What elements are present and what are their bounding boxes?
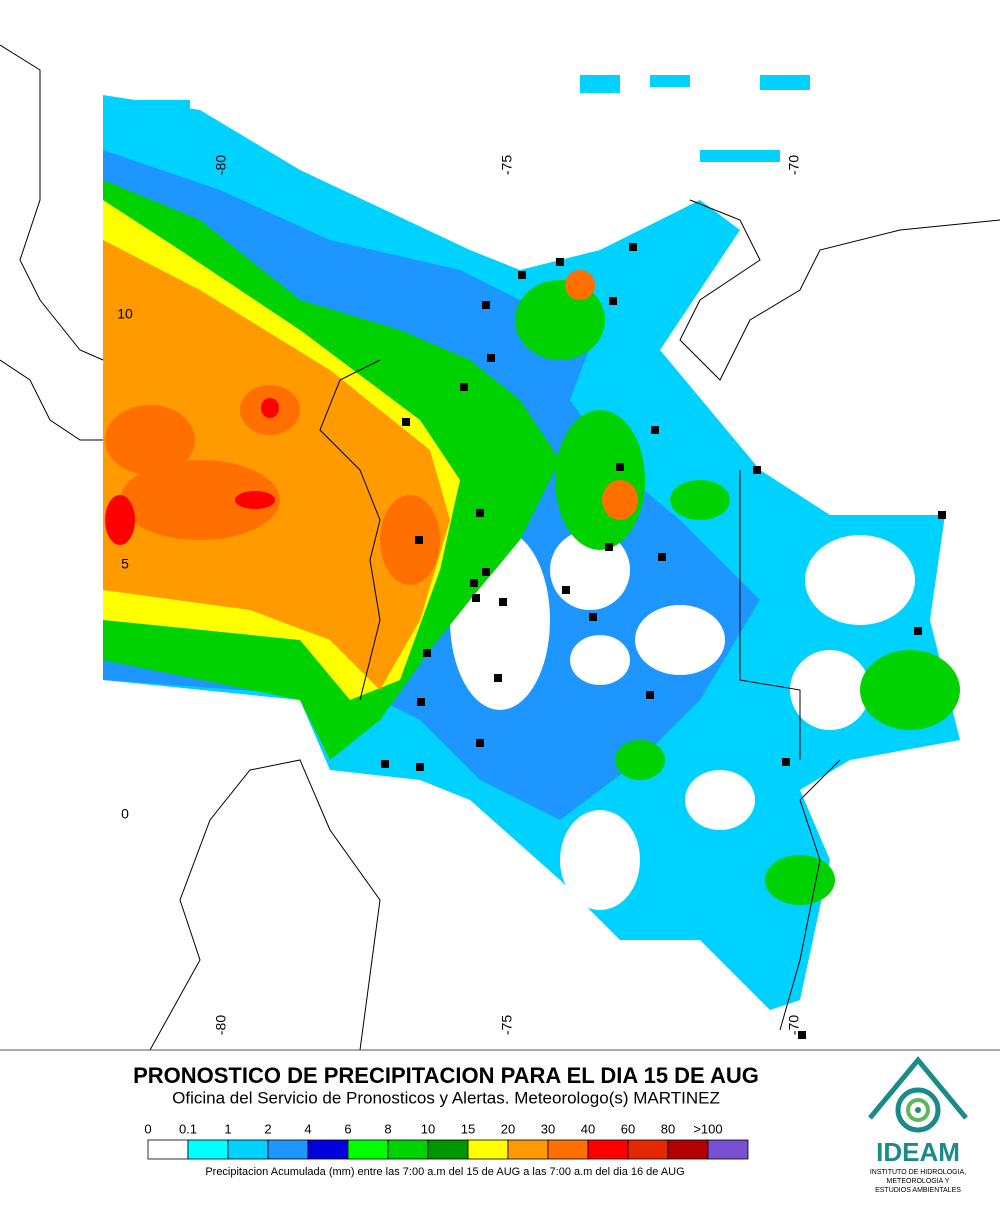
- city-marker: [782, 758, 790, 766]
- legend-swatch: [707, 1139, 749, 1160]
- city-marker: [460, 383, 468, 391]
- city-marker: [470, 579, 478, 587]
- city-marker: [798, 1031, 806, 1039]
- legend-swatch: [627, 1139, 669, 1160]
- city-marker: [499, 598, 507, 606]
- legend-swatch: [347, 1139, 389, 1160]
- precipitation-field: [103, 75, 960, 1010]
- field-offshore: [110, 75, 810, 162]
- lon-labels-top: -80 -75 -70: [213, 155, 802, 175]
- city-marker: [605, 543, 613, 551]
- legend-swatch: [267, 1139, 309, 1160]
- logo-text: INSTITUTO DE HIDROLOGIA,: [870, 1169, 966, 1176]
- logo-text: METEOROLOGIA Y: [887, 1178, 950, 1185]
- city-marker: [616, 463, 624, 471]
- city-marker: [402, 418, 410, 426]
- legend-label: 15: [461, 1121, 475, 1136]
- legend-swatch: [547, 1139, 589, 1160]
- city-marker: [609, 297, 617, 305]
- lon-label: -80: [213, 155, 229, 175]
- legend-caption: Precipitacion Acumulada (mm) entre las 7…: [205, 1166, 684, 1178]
- city-marker: [476, 739, 484, 747]
- city-marker: [494, 674, 502, 682]
- lon-label: -75: [499, 1015, 515, 1035]
- legend-swatch: [467, 1139, 509, 1160]
- coastlines: [0, 44, 1000, 1051]
- city-marker: [415, 536, 423, 544]
- city-marker: [914, 627, 922, 635]
- subtitle: Oficina del Servicio de Pronosticos y Al…: [172, 1088, 720, 1107]
- field-orange: [103, 240, 450, 690]
- legend-label: >100: [693, 1121, 722, 1136]
- city-marker: [556, 258, 564, 266]
- city-marker: [423, 649, 431, 657]
- legend-label: 1: [224, 1121, 231, 1136]
- legend-swatch: [227, 1139, 269, 1160]
- legend-swatch: [587, 1139, 629, 1160]
- lon-label: -80: [213, 1015, 229, 1035]
- lat-labels: 10 5 0: [117, 306, 133, 822]
- city-marker: [629, 243, 637, 251]
- city-marker: [381, 760, 389, 768]
- city-marker: [476, 509, 484, 517]
- city-marker: [482, 301, 490, 309]
- logo-text: ESTUDIOS AMBIENTALES: [875, 1187, 961, 1194]
- lon-labels-bottom: -80 -75 -70: [213, 1015, 802, 1035]
- city-marker: [416, 763, 424, 771]
- legend-swatch: [147, 1139, 189, 1160]
- city-marker: [938, 511, 946, 519]
- legend-label: 6: [344, 1121, 351, 1136]
- legend-label: 60: [621, 1121, 635, 1136]
- city-marker: [658, 553, 666, 561]
- logo-name: IDEAM: [876, 1137, 960, 1167]
- legend: 0 0.1 1 2 4 6 8 10 15 20 30 40 60 80 >100: [144, 1121, 749, 1160]
- title: PRONOSTICO DE PRECIPITACION PARA EL DIA …: [133, 1063, 759, 1088]
- city-marker: [589, 613, 597, 621]
- city-marker: [417, 698, 425, 706]
- field-dark-red: [105, 398, 279, 545]
- lon-label: -70: [786, 1015, 802, 1035]
- city-marker: [651, 426, 659, 434]
- lat-label: 0: [121, 806, 129, 822]
- lat-label: 5: [121, 556, 129, 572]
- lat-label: 10: [117, 306, 133, 322]
- legend-swatch: [667, 1139, 709, 1160]
- legend-swatch: [307, 1139, 349, 1160]
- legend-label: 20: [501, 1121, 515, 1136]
- legend-label: 2: [264, 1121, 271, 1136]
- city-marker: [646, 691, 654, 699]
- lon-label: -70: [786, 155, 802, 175]
- field-green-patches: [515, 280, 960, 905]
- legend-label: 10: [421, 1121, 435, 1136]
- city-marker: [753, 466, 761, 474]
- legend-label: 80: [661, 1121, 675, 1136]
- legend-swatch: [427, 1139, 469, 1160]
- logo: IDEAM INSTITUTO DE HIDROLOGIA, METEOROLO…: [868, 1056, 968, 1194]
- legend-label: 0: [144, 1121, 151, 1136]
- legend-label: 4: [304, 1121, 311, 1136]
- lon-label: -75: [499, 155, 515, 175]
- city-markers: [381, 243, 946, 1039]
- legend-swatch: [507, 1139, 549, 1160]
- legend-label: 0.1: [179, 1121, 197, 1136]
- legend-label: 8: [384, 1121, 391, 1136]
- city-marker: [518, 271, 526, 279]
- legend-swatch: [387, 1139, 429, 1160]
- legend-label: 40: [581, 1121, 595, 1136]
- city-marker: [472, 594, 480, 602]
- legend-swatch: [187, 1139, 229, 1160]
- city-marker: [562, 586, 570, 594]
- field-red: [105, 270, 638, 585]
- city-marker: [482, 568, 490, 576]
- legend-label: 30: [541, 1121, 555, 1136]
- city-marker: [487, 354, 495, 362]
